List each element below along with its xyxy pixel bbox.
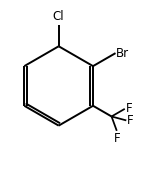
Text: Cl: Cl (53, 10, 65, 23)
Text: F: F (127, 114, 134, 127)
Text: F: F (126, 102, 132, 115)
Text: F: F (113, 132, 120, 145)
Text: Br: Br (116, 47, 129, 60)
